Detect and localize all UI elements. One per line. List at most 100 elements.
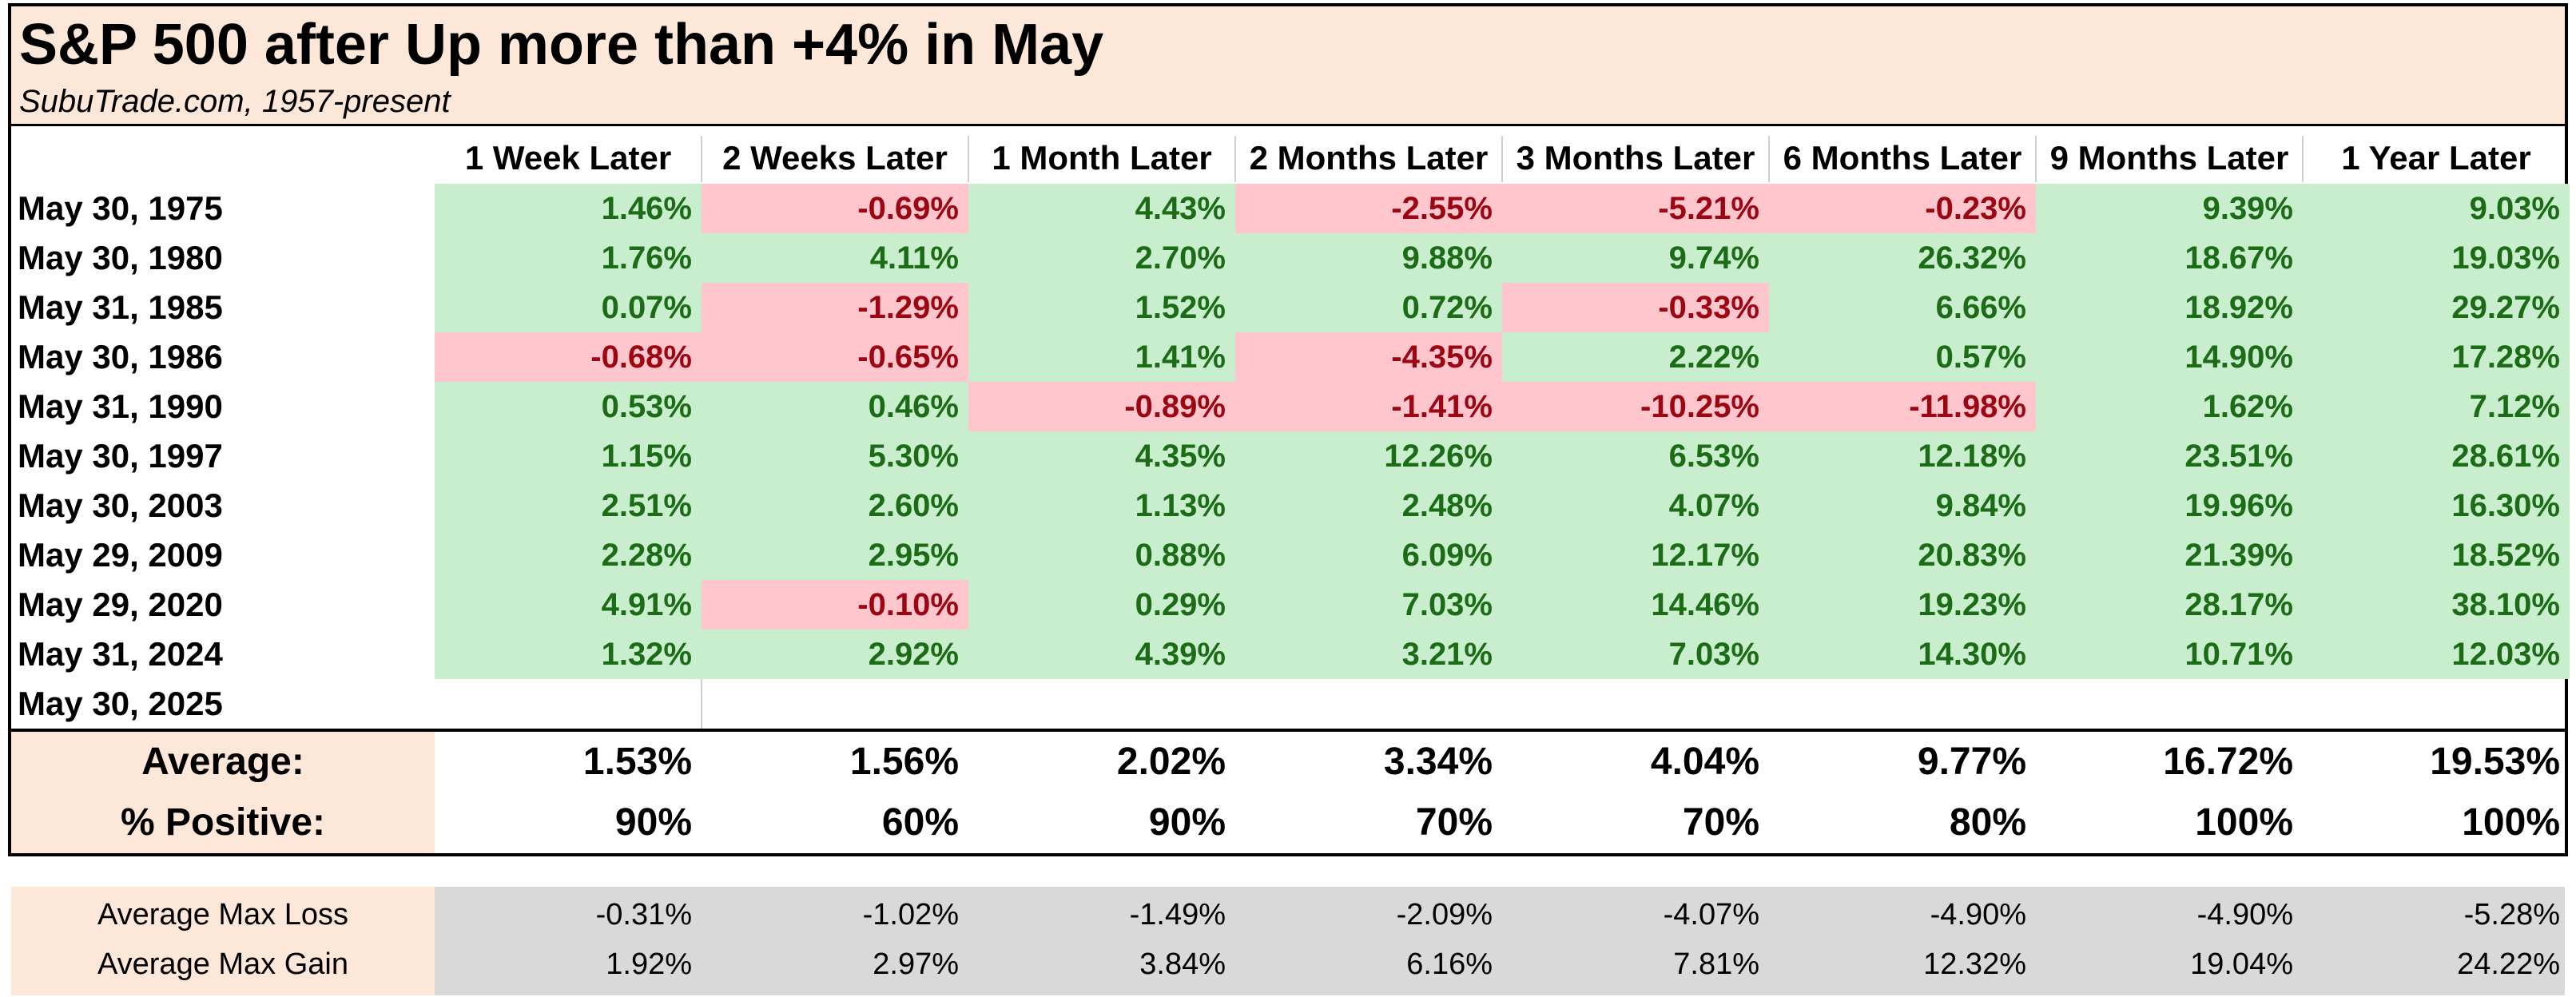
data-cell: 9.84% <box>1769 481 2036 530</box>
row-date-label: May 31, 1990 <box>18 387 223 425</box>
data-cell: 4.91% <box>435 580 702 630</box>
data-cell: 2.95% <box>702 530 968 580</box>
data-cell: 21.39% <box>2036 530 2303 580</box>
stats-value: 24.22% <box>2457 947 2560 981</box>
summary-value: 1.56% <box>849 741 959 783</box>
summary-label-background <box>11 732 435 853</box>
data-cell: -0.65% <box>702 332 968 382</box>
data-cell: 18.67% <box>2036 233 2303 283</box>
column-header: 1 Week Later <box>464 139 672 177</box>
summary-value: 100% <box>2462 801 2560 844</box>
stats-value: 3.84% <box>1139 947 1226 981</box>
stats-row-label: Average Max Gain <box>97 947 349 981</box>
data-cell: 0.88% <box>968 530 1235 580</box>
data-cell: 4.43% <box>968 184 1235 233</box>
column-header: 2 Weeks Later <box>722 139 948 177</box>
data-cell: 12.18% <box>1769 431 2036 481</box>
data-cell: -1.41% <box>1235 382 1502 431</box>
summary-row-label: Average: <box>141 741 304 783</box>
summary-value: 2.02% <box>1116 741 1226 783</box>
data-cell: 5.30% <box>702 431 968 481</box>
stats-row-label: Average Max Loss <box>97 898 349 931</box>
data-cell: 0.72% <box>1235 283 1502 332</box>
data-cell: 14.46% <box>1502 580 1769 630</box>
stats-label-background <box>11 887 435 995</box>
page-title: S&P 500 after Up more than +4% in May <box>19 13 1104 77</box>
data-cell: 28.17% <box>2036 580 2303 630</box>
summary-value: 60% <box>881 801 959 844</box>
stats-value: -1.49% <box>1129 898 1226 931</box>
data-cell: 0.46% <box>702 382 968 431</box>
data-cell: 20.83% <box>1769 530 2036 580</box>
column-divider <box>1501 136 1503 182</box>
data-cell: 12.17% <box>1502 530 1769 580</box>
column-divider <box>701 136 702 182</box>
page-subtitle: SubuTrade.com, 1957-present <box>19 84 451 119</box>
stats-value: -2.09% <box>1396 898 1493 931</box>
data-cell: 0.57% <box>1769 332 2036 382</box>
data-cell: -0.33% <box>1502 283 1769 332</box>
data-cell: 6.66% <box>1769 283 2036 332</box>
data-cell: 2.28% <box>435 530 702 580</box>
summary-value: 100% <box>2195 801 2293 844</box>
data-cell: 14.90% <box>2036 332 2303 382</box>
header-band <box>11 6 2565 126</box>
stats-value: -4.07% <box>1663 898 1759 931</box>
row-date-label: May 30, 1986 <box>18 338 223 375</box>
data-cell: 9.74% <box>1502 233 1769 283</box>
data-cell: 1.46% <box>435 184 702 233</box>
data-cell: 0.29% <box>968 580 1235 630</box>
data-cell: 0.53% <box>435 382 702 431</box>
summary-value: 19.53% <box>2430 741 2560 783</box>
data-cell: 2.70% <box>968 233 1235 283</box>
row-date-label: May 30, 1997 <box>18 437 223 475</box>
column-divider <box>1234 136 1236 182</box>
data-cell: -1.29% <box>702 283 968 332</box>
row-date-label: May 30, 1980 <box>18 239 223 276</box>
data-cell: 1.15% <box>435 431 702 481</box>
data-cell: -11.98% <box>1769 382 2036 431</box>
data-cell: 4.11% <box>702 233 968 283</box>
summary-value: 90% <box>614 801 692 844</box>
row-date-label: May 30, 1975 <box>18 189 223 227</box>
stats-value: 12.32% <box>1923 947 2026 981</box>
row-date-label: May 29, 2020 <box>18 586 223 623</box>
data-cell: 1.62% <box>2036 382 2303 431</box>
data-cell: 18.52% <box>2303 530 2570 580</box>
stats-value: -0.31% <box>595 898 692 931</box>
summary-value: 4.04% <box>1650 741 1759 783</box>
data-cell: 14.30% <box>1769 630 2036 679</box>
summary-value: 1.53% <box>582 741 692 783</box>
data-cell: -2.55% <box>1235 184 1502 233</box>
data-cell: 19.03% <box>2303 233 2570 283</box>
data-cell: 4.39% <box>968 630 1235 679</box>
data-cell: 3.21% <box>1235 630 1502 679</box>
summary-value: 90% <box>1148 801 1226 844</box>
summary-value: 9.77% <box>1917 741 2026 783</box>
summary-value: 16.72% <box>2163 741 2293 783</box>
data-cell: -0.10% <box>702 580 968 630</box>
summary-separator <box>11 729 2565 732</box>
data-cell: -0.89% <box>968 382 1235 431</box>
data-cell: 2.48% <box>1235 481 1502 530</box>
column-header: 2 Months Later <box>1249 139 1489 177</box>
data-cell: -5.21% <box>1502 184 1769 233</box>
data-cell: 1.41% <box>968 332 1235 382</box>
row-divider <box>701 679 702 729</box>
stats-value: 1.92% <box>606 947 692 981</box>
data-cell: 1.32% <box>435 630 702 679</box>
data-cell: 2.60% <box>702 481 968 530</box>
data-cell: 12.03% <box>2303 630 2570 679</box>
data-cell: 18.92% <box>2036 283 2303 332</box>
summary-value: 70% <box>1682 801 1759 844</box>
data-cell: 9.39% <box>2036 184 2303 233</box>
stats-background <box>11 887 2565 995</box>
summary-row-label: % Positive: <box>120 801 326 844</box>
data-cell: 26.32% <box>1769 233 2036 283</box>
column-divider <box>1768 136 1770 182</box>
data-cell: 12.26% <box>1235 431 1502 481</box>
data-cell: 9.88% <box>1235 233 1502 283</box>
data-cell: -4.35% <box>1235 332 1502 382</box>
data-cell: 2.51% <box>435 481 702 530</box>
